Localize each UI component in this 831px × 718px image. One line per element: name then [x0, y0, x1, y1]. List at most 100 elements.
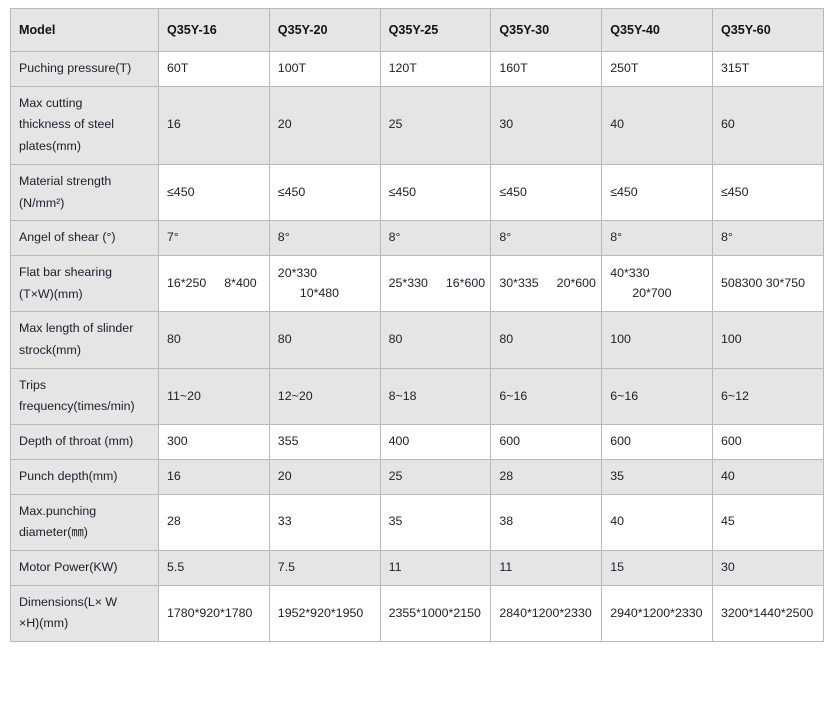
row-label: Angel of shear (°): [10, 220, 159, 256]
table-cell: 30: [711, 549, 824, 586]
table-cell: 1780*920*1780: [158, 584, 270, 643]
table-cell: 12~20: [268, 367, 381, 426]
table-cell: 16: [158, 85, 270, 165]
table-cell: 60T: [158, 51, 270, 87]
table-cell: 5.5: [158, 549, 270, 586]
table-cell: 2355*1000*2150: [379, 584, 492, 643]
row-label: Max cutting thickness of steel plates(mm): [10, 85, 159, 165]
table-cell: ≤450: [601, 163, 713, 222]
cell-value: 20*330: [277, 266, 318, 281]
row-label: Depth of throat (mm): [10, 424, 159, 460]
table-cell: 120T: [379, 51, 492, 87]
row-label: Flat bar shearing (T×W)(mm): [10, 254, 159, 313]
cell-value-group: 40*330 20*700: [610, 264, 704, 302]
table-cell: 8°: [379, 220, 492, 256]
table-cell: 15: [601, 549, 713, 586]
column-header-q35y-20: Q35Y-20: [268, 8, 381, 52]
table-cell: ≤450: [268, 163, 381, 222]
row-label: Material strength (N/mm²): [10, 163, 159, 222]
cell-value: 30*335: [499, 275, 539, 290]
row-label-line: thickness of steel: [19, 117, 115, 132]
table-cell: 40: [601, 493, 713, 551]
cell-value-group: 16*250 8*400: [167, 273, 261, 295]
table-cell: 6~16: [490, 367, 603, 426]
table-row: Max.punching diameter(㎜) 28 33 35 38 40 45: [10, 493, 824, 551]
table-cell: 80: [268, 311, 381, 369]
table-cell: 8°: [711, 220, 824, 256]
table-cell: 30*335 20*600: [490, 254, 603, 313]
table-cell: ≤450: [490, 163, 603, 222]
row-label: Punch depth(mm): [10, 458, 159, 495]
table-cell: 300: [158, 424, 270, 460]
table-cell: 40: [711, 458, 824, 495]
column-header-q35y-40: Q35Y-40: [601, 8, 713, 52]
specification-table: Model Q35Y-16 Q35Y-20 Q35Y-25 Q35Y-30 Q35Y-40…: [10, 8, 824, 643]
table-cell: 315T: [711, 51, 824, 87]
table-cell: 35: [379, 493, 492, 551]
table-cell: 20: [268, 458, 381, 495]
table-cell: ≤450: [158, 163, 270, 222]
table-row: Max length of slinder strock(mm) 80 80 80 80 1…: [10, 311, 824, 369]
table-body: Puching pressure(T) 60T 100T 120T 160T 250T 31…: [10, 51, 824, 643]
row-label: Puching pressure(T): [10, 51, 159, 87]
table-cell: 25: [379, 85, 492, 165]
row-label: Dimensions(L× W ×H)(mm): [10, 584, 159, 643]
table-cell: 100: [601, 311, 713, 369]
table-cell: 38: [490, 493, 603, 551]
table-row: Depth of throat (mm) 300 355 400 600 600 600: [10, 424, 824, 460]
row-label: Max.punching diameter(㎜): [10, 493, 159, 551]
row-label-line: Max length of slinder: [19, 321, 134, 336]
cell-value: 20*700: [632, 285, 672, 300]
row-label-line: frequency(times/min): [19, 399, 135, 414]
table-cell: 28: [490, 458, 603, 495]
cell-value: 20*600: [556, 275, 596, 290]
row-label-line: diameter(㎜): [19, 525, 88, 540]
table-cell: 11~20: [158, 367, 270, 426]
row-label-line: ×H)(mm): [19, 616, 69, 631]
table-cell: 8°: [268, 220, 381, 256]
row-label-line: Max cutting: [19, 95, 83, 110]
table-cell: 8°: [490, 220, 603, 256]
cell-value: 10*480: [299, 285, 340, 300]
cell-value: 40*330: [610, 266, 650, 281]
cell-value-group: 30*335 20*600: [499, 273, 596, 295]
column-header-q35y-30: Q35Y-30: [490, 8, 603, 52]
table-cell: ≤450: [379, 163, 492, 222]
table-row: Motor Power(KW) 5.5 7.5 11 11 15 30: [10, 549, 824, 586]
table-row: Punch depth(mm) 16 20 25 28 35 40: [10, 458, 824, 495]
table-row: Material strength (N/mm²) ≤450 ≤450 ≤450 ≤450…: [10, 163, 824, 222]
table-cell: 160T: [490, 51, 603, 87]
table-cell: 2940*1200*2330: [601, 584, 713, 643]
table-row: Trips frequency(times/min) 11~20 12~20 8~18 6…: [10, 367, 824, 426]
table-cell: 16: [158, 458, 270, 495]
table-row: Angel of shear (°) 7° 8° 8° 8° 8° 8°: [10, 220, 824, 256]
table-cell: 6~16: [601, 367, 713, 426]
table-cell: 600: [601, 424, 713, 460]
table-cell: 600: [490, 424, 603, 460]
table-cell: 30: [490, 85, 603, 165]
table-cell: 400: [379, 424, 492, 460]
table-header: Model Q35Y-16 Q35Y-20 Q35Y-25 Q35Y-30 Q35Y-40…: [10, 8, 824, 52]
table-cell: 7°: [158, 220, 270, 256]
row-label-line: Material strength: [19, 173, 112, 188]
table-row: Max cutting thickness of steel plates(mm) 1…: [10, 85, 824, 165]
row-label-line: Trips: [19, 377, 47, 392]
table-cell: 16*250 8*400: [158, 254, 270, 313]
table-cell: 7.5: [268, 549, 381, 586]
row-label-line: strock(mm): [19, 343, 81, 358]
table-row: Puching pressure(T) 60T 100T 120T 160T 250T 31…: [10, 51, 824, 87]
table-cell: 2840*1200*2330: [490, 584, 603, 643]
row-label-line: (T×W)(mm): [19, 286, 83, 301]
table-row: Dimensions(L× W ×H)(mm) 1780*920*1780 1952*…: [10, 584, 824, 643]
table-cell: 250T: [601, 51, 713, 87]
table-cell: 11: [490, 549, 603, 586]
row-label-line: Flat bar shearing: [19, 264, 112, 279]
row-label: Motor Power(KW): [10, 549, 159, 586]
column-header-q35y-60: Q35Y-60: [711, 8, 824, 52]
table-cell: 40: [601, 85, 713, 165]
table-cell: 60: [711, 85, 824, 165]
row-label-line: Dimensions(L× W: [19, 594, 118, 609]
table-cell: ≤450: [711, 163, 824, 222]
table-row: Flat bar shearing (T×W)(mm) 16*250 8*400 20*…: [10, 254, 824, 313]
table-cell: 25*330 16*600: [379, 254, 492, 313]
